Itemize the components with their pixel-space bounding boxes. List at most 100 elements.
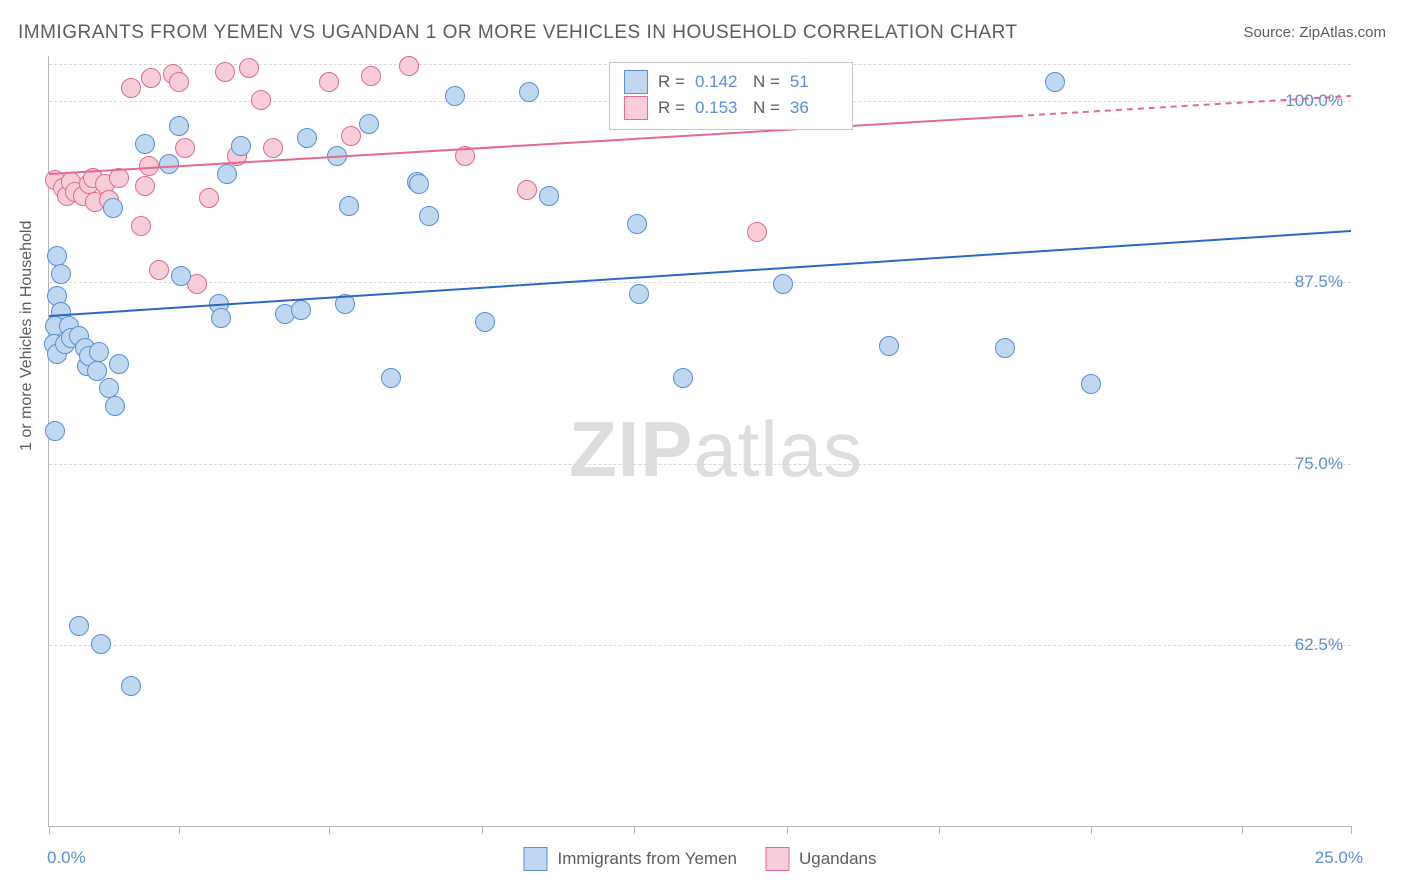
x-tick <box>179 826 180 834</box>
x-tick <box>939 826 940 834</box>
data-point-yemen <box>103 198 123 218</box>
y-tick-label: 100.0% <box>1285 91 1343 111</box>
y-axis-label: 1 or more Vehicles in Household <box>18 439 36 451</box>
x-tick <box>787 826 788 834</box>
stats-legend-row-uganda: R = 0.153 N = 36 <box>624 95 838 121</box>
trendlines-svg <box>49 56 1351 826</box>
data-point-yemen <box>1045 72 1065 92</box>
n-value-yemen: 51 <box>790 69 838 95</box>
data-point-yemen <box>629 284 649 304</box>
data-point-yemen <box>105 396 125 416</box>
chart-container: IMMIGRANTS FROM YEMEN VS UGANDAN 1 OR MO… <box>0 0 1406 892</box>
data-point-uganda <box>747 222 767 242</box>
data-point-yemen <box>297 128 317 148</box>
x-tick <box>329 826 330 834</box>
chart-title: IMMIGRANTS FROM YEMEN VS UGANDAN 1 OR MO… <box>18 22 1018 44</box>
data-point-uganda <box>399 56 419 76</box>
data-point-uganda <box>109 168 129 188</box>
data-point-uganda <box>517 180 537 200</box>
data-point-yemen <box>121 676 141 696</box>
watermark-atlas: atlas <box>693 405 863 493</box>
swatch-uganda <box>765 847 789 871</box>
stats-legend: R = 0.142 N = 51 R = 0.153 N = 36 <box>609 62 853 130</box>
data-point-yemen <box>673 368 693 388</box>
x-tick <box>1091 826 1092 834</box>
y-tick-label: 62.5% <box>1295 635 1343 655</box>
data-point-yemen <box>519 82 539 102</box>
data-point-yemen <box>91 634 111 654</box>
r-value-uganda: 0.153 <box>695 95 743 121</box>
data-point-yemen <box>99 378 119 398</box>
plot-area: ZIPatlas 100.0%87.5%75.0%62.5% 1 or more… <box>48 56 1351 827</box>
watermark: ZIPatlas <box>569 404 863 495</box>
data-point-yemen <box>217 164 237 184</box>
data-point-yemen <box>381 368 401 388</box>
data-point-yemen <box>169 116 189 136</box>
x-tick-label-right: 25.0% <box>1315 848 1363 868</box>
data-point-yemen <box>879 336 899 356</box>
data-point-yemen <box>89 342 109 362</box>
data-point-uganda <box>135 176 155 196</box>
data-point-uganda <box>169 72 189 92</box>
r-value-yemen: 0.142 <box>695 69 743 95</box>
gridline <box>49 645 1351 646</box>
swatch-yemen <box>523 847 547 871</box>
x-tick <box>1242 826 1243 834</box>
data-point-yemen <box>335 294 355 314</box>
watermark-zip: ZIP <box>569 405 693 493</box>
data-point-yemen <box>539 186 559 206</box>
data-point-yemen <box>291 300 311 320</box>
x-tick <box>49 826 50 834</box>
data-point-uganda <box>199 188 219 208</box>
series-legend-item-uganda: Ugandans <box>765 846 877 872</box>
series-label-yemen: Immigrants from Yemen <box>557 846 737 872</box>
data-point-yemen <box>627 214 647 234</box>
stats-legend-row-yemen: R = 0.142 N = 51 <box>624 69 838 95</box>
data-point-uganda <box>319 72 339 92</box>
data-point-uganda <box>341 126 361 146</box>
r-label: R = <box>658 95 685 121</box>
data-point-uganda <box>215 62 235 82</box>
data-point-yemen <box>171 266 191 286</box>
series-legend-item-yemen: Immigrants from Yemen <box>523 846 737 872</box>
data-point-yemen <box>231 136 251 156</box>
data-point-yemen <box>475 312 495 332</box>
series-legend: Immigrants from Yemen Ugandans <box>523 846 876 872</box>
data-point-uganda <box>455 146 475 166</box>
n-value-uganda: 36 <box>790 95 838 121</box>
data-point-yemen <box>51 264 71 284</box>
source-label: Source: ZipAtlas.com <box>1243 24 1386 41</box>
y-tick-label: 87.5% <box>1295 272 1343 292</box>
data-point-yemen <box>211 308 231 328</box>
data-point-uganda <box>175 138 195 158</box>
data-point-yemen <box>359 114 379 134</box>
data-point-yemen <box>445 86 465 106</box>
data-point-yemen <box>45 421 65 441</box>
data-point-yemen <box>69 616 89 636</box>
data-point-yemen <box>159 154 179 174</box>
data-point-uganda <box>361 66 381 86</box>
data-point-yemen <box>47 246 67 266</box>
data-point-uganda <box>239 58 259 78</box>
data-point-yemen <box>773 274 793 294</box>
data-point-yemen <box>109 354 129 374</box>
data-point-yemen <box>135 134 155 154</box>
data-point-uganda <box>139 156 159 176</box>
trend-line <box>49 231 1351 316</box>
data-point-yemen <box>409 174 429 194</box>
x-tick <box>482 826 483 834</box>
r-label: R = <box>658 69 685 95</box>
data-point-yemen <box>1081 374 1101 394</box>
data-point-uganda <box>121 78 141 98</box>
series-label-uganda: Ugandans <box>799 846 877 872</box>
data-point-uganda <box>131 216 151 236</box>
data-point-yemen <box>995 338 1015 358</box>
data-point-yemen <box>419 206 439 226</box>
x-tick <box>634 826 635 834</box>
data-point-uganda <box>263 138 283 158</box>
y-tick-label: 75.0% <box>1295 454 1343 474</box>
x-tick-label-left: 0.0% <box>47 848 86 868</box>
data-point-uganda <box>251 90 271 110</box>
swatch-yemen <box>624 70 648 94</box>
gridline <box>49 282 1351 283</box>
